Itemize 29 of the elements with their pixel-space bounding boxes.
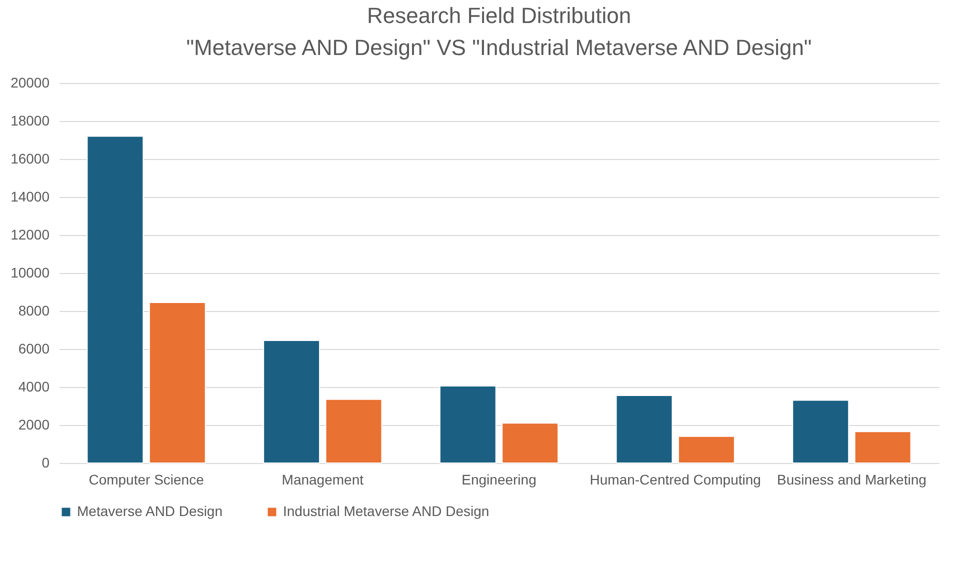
y-tick-label: 16000	[10, 150, 50, 166]
chart-title: Research Field Distribution "Metaverse AND Design" VS "Industrial Metaverse AND Design"	[186, 3, 812, 60]
bar	[148, 302, 206, 464]
legend-label: Industrial Metaverse AND Design	[283, 503, 490, 519]
bar	[854, 431, 912, 464]
y-tick-label: 0	[42, 454, 50, 470]
bar	[439, 386, 496, 464]
bar	[86, 136, 144, 464]
y-tick-label: 12000	[10, 226, 50, 242]
bar	[263, 340, 320, 464]
bar	[678, 436, 735, 464]
y-tick-label: 10000	[10, 264, 50, 280]
y-tick-label: 14000	[10, 188, 50, 204]
y-tick-label: 6000	[18, 340, 50, 356]
y-tick-label: 18000	[10, 112, 50, 128]
y-tick-label: 2000	[18, 416, 50, 432]
x-tick-label: Management	[282, 472, 364, 488]
x-tick-label: Business and Marketing	[776, 472, 926, 488]
legend-label: Metaverse AND Design	[77, 503, 223, 519]
x-tick-label: Human-Centred Computing	[590, 472, 761, 488]
x-tick-label: Computer Science	[88, 472, 204, 488]
x-tick-label: Engineering	[462, 472, 536, 488]
bar	[502, 422, 559, 464]
y-tick-label: 20000	[10, 74, 50, 90]
y-tick-label: 4000	[18, 378, 50, 394]
y-tick-label: 8000	[18, 302, 50, 318]
bar	[325, 398, 382, 464]
bar	[792, 400, 850, 464]
bar	[616, 395, 673, 464]
